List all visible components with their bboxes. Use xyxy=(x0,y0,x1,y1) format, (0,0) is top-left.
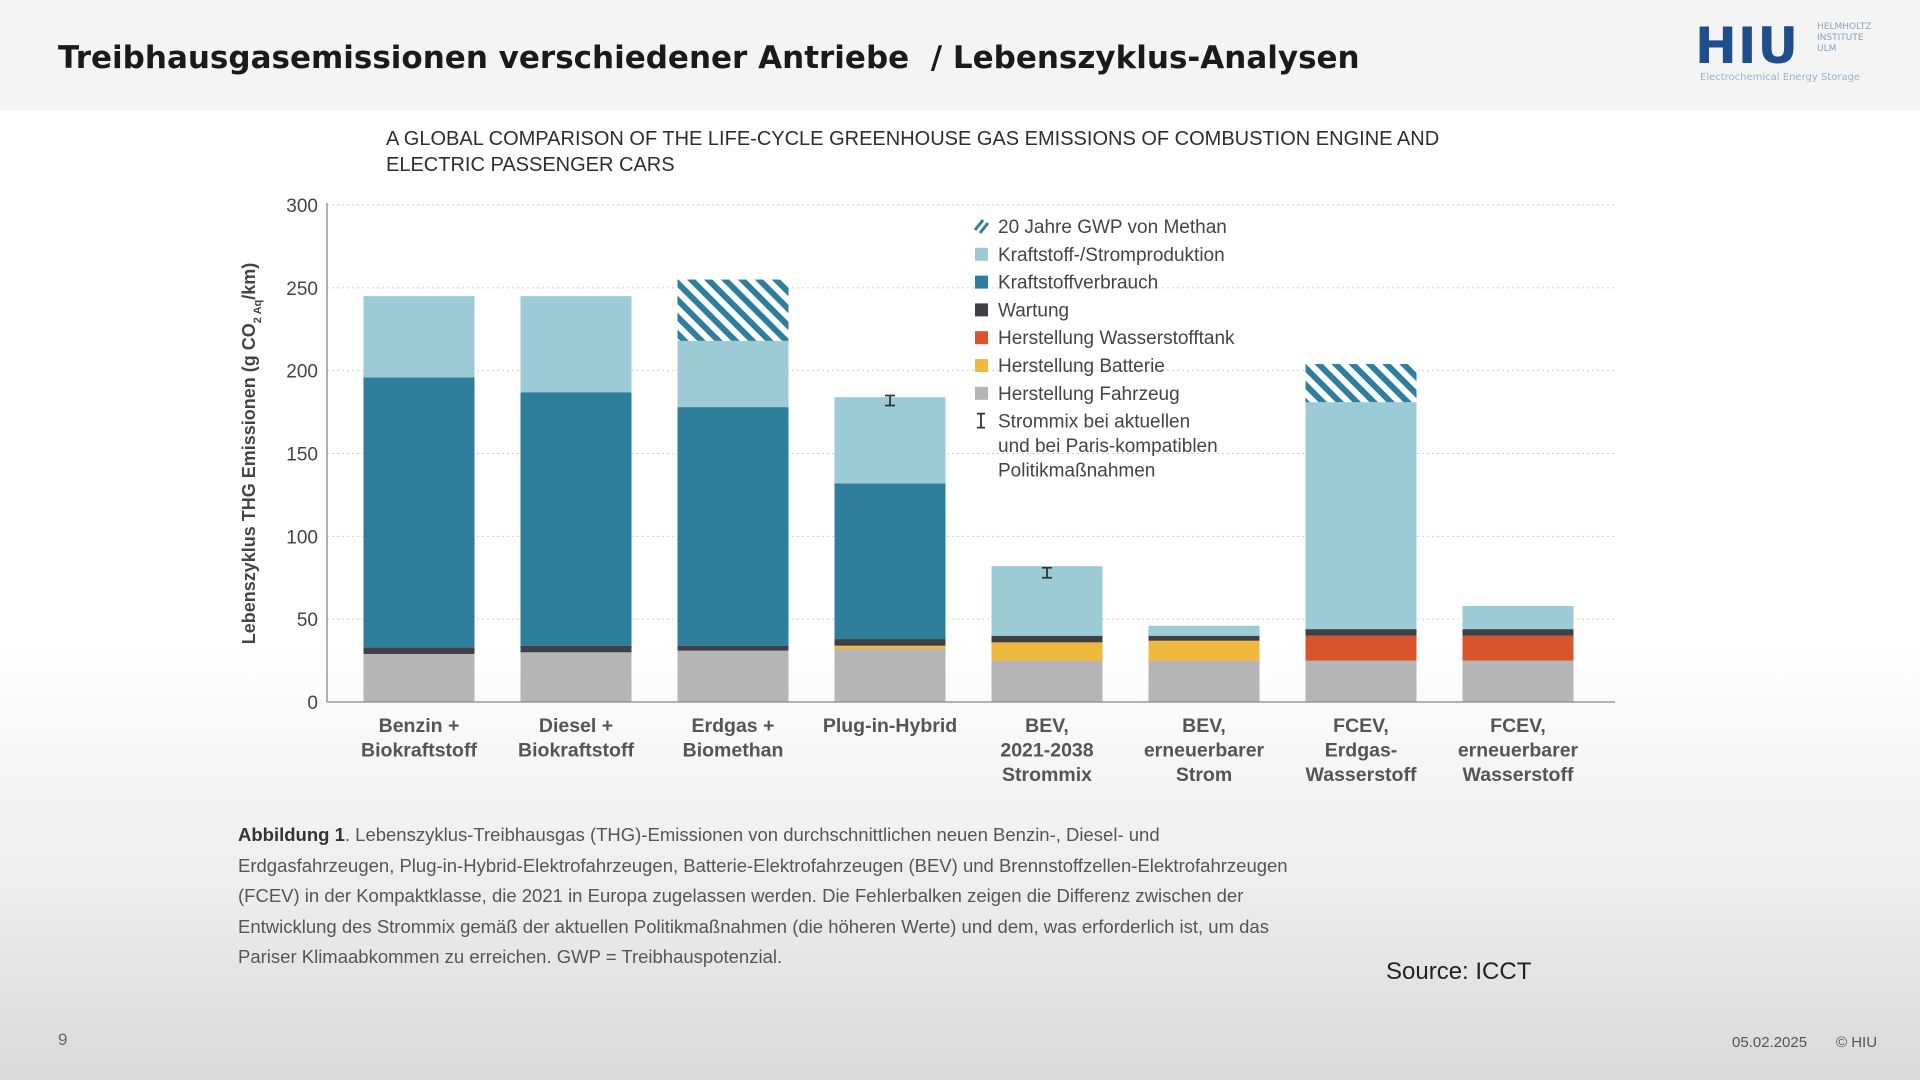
bar-segment xyxy=(1305,629,1417,636)
legend-swatch xyxy=(973,219,990,234)
x-tick-label: FCEV, erneuerbarer Wasserstoff xyxy=(1458,715,1579,786)
bar-segment xyxy=(834,639,946,646)
bars xyxy=(363,279,1574,702)
bar-segment xyxy=(834,645,946,649)
bar-segment xyxy=(363,377,475,648)
bar-segment xyxy=(1148,660,1260,702)
legend-swatch xyxy=(975,247,988,261)
bar-segment xyxy=(520,645,632,653)
bar-segment xyxy=(677,645,789,651)
legend-swatch xyxy=(975,359,988,372)
x-tick-label: Erdgas + Biomethan xyxy=(683,715,784,762)
footer-copyright: © HIU xyxy=(1836,1034,1878,1051)
y-tick-label: 0 xyxy=(307,693,318,714)
bar-segment xyxy=(1148,635,1260,641)
y-tick-label: 150 xyxy=(286,445,318,466)
bar-segment xyxy=(834,648,946,702)
logo-subtitle: Electrochemical Energy Storage xyxy=(1700,72,1861,83)
bar-segment xyxy=(677,407,789,646)
bar-segment xyxy=(1462,635,1574,661)
legend-label: Wartung xyxy=(998,300,1069,321)
legend-swatch xyxy=(977,412,985,429)
legend-label: Kraftstoff-/Stromproduktion xyxy=(998,245,1225,266)
y-axis-label: Lebenszyklus THG Emissionen (g CO2 Aq/km… xyxy=(239,263,264,645)
legend-label: Herstellung Wasserstofftank xyxy=(998,328,1235,349)
bar-segment xyxy=(991,635,1103,643)
bar-segment xyxy=(1462,605,1574,630)
x-tick-label: Plug-in-Hybrid xyxy=(823,715,957,737)
footer-date: 05.02.2025 xyxy=(1732,1034,1808,1051)
logo-side-line: ULM xyxy=(1817,44,1837,54)
caption-label: Abbildung 1 xyxy=(238,824,345,845)
bar-segment xyxy=(1305,660,1417,702)
caption-text: . Lebenszyklus-Treibhausgas (THG)-Emissi… xyxy=(238,824,1288,967)
logo-side-text: HELMHOLTZ INSTITUTE ULM xyxy=(1817,22,1877,55)
slide-header-bar xyxy=(0,0,1920,110)
slide-title: Treibhausgasemissionen verschiedener Ant… xyxy=(58,40,1360,76)
y-tick-label: 300 xyxy=(286,196,318,217)
gridlines xyxy=(327,204,1615,620)
y-tick-label: 100 xyxy=(286,527,318,548)
bar-segment xyxy=(1305,402,1417,630)
bar-segment xyxy=(520,392,632,646)
x-tick-label: BEV, erneuerbarer Strom xyxy=(1144,715,1265,786)
bar-segment xyxy=(1148,640,1260,661)
bar-segment xyxy=(991,660,1103,702)
error-bar xyxy=(885,394,895,407)
legend-swatch xyxy=(975,386,988,400)
bar-segment xyxy=(834,483,946,640)
x-tick-label: Diesel + Biokraftstoff xyxy=(518,715,634,762)
bar-segment xyxy=(363,296,475,378)
bar-segment xyxy=(677,650,789,702)
bar-segment xyxy=(677,340,789,408)
error-bar xyxy=(1042,566,1052,579)
bar-segment xyxy=(1462,660,1574,702)
bar-segment xyxy=(991,642,1103,661)
bar-segment xyxy=(520,652,632,702)
hiu-logo: HIU HELMHOLTZ INSTITUTE ULM Electrochemi… xyxy=(1695,18,1875,88)
legend-label: Herstellung Batterie xyxy=(998,356,1165,377)
figure-caption: Abbildung 1. Lebenszyklus-Treibhausgas (… xyxy=(238,820,1288,973)
emissions-stacked-bar-chart: 0 50 100 150 200 250 300 Lebenszyklus THG Emiss… xyxy=(239,196,1615,786)
x-tick-label: FCEV, Erdgas-Wasserstoff xyxy=(1306,715,1417,786)
legend-label: Herstellung Fahrzeug xyxy=(998,384,1180,405)
y-tick-label: 50 xyxy=(297,610,318,631)
bar-segment xyxy=(1305,364,1417,403)
bar-segment xyxy=(363,647,475,654)
legend-swatch xyxy=(975,275,988,289)
x-tick-label: BEV, 2021-2038 Strommix xyxy=(1000,715,1093,786)
logo-side-line: INSTITUTE xyxy=(1817,33,1864,43)
legend-label: Strommix bei aktuellen und bei Paris-komp… xyxy=(998,412,1218,482)
page-number: 9 xyxy=(58,1030,68,1049)
legend-label: Kraftstoffverbrauch xyxy=(998,273,1158,294)
bar-segment xyxy=(1148,625,1260,636)
source-note: Source: ICCT xyxy=(1386,958,1532,985)
bar-segment xyxy=(677,279,789,341)
y-tick-label: 200 xyxy=(286,362,318,383)
legend-swatch xyxy=(975,303,988,317)
x-tick-label: Benzin + Biokraftstoff xyxy=(361,715,477,762)
bar-segment xyxy=(1462,629,1574,636)
axes: 0 50 100 150 200 250 300 Lebenszyklus THG Emiss… xyxy=(239,196,1615,786)
y-tick-label: 250 xyxy=(286,279,318,300)
legend-label: 20 Jahre GWP von Methan xyxy=(998,217,1227,238)
logo-side-line: HELMHOLTZ xyxy=(1817,22,1872,32)
bar-segment xyxy=(1305,635,1417,661)
bar-segment xyxy=(520,296,632,393)
bar-segment xyxy=(363,653,475,702)
logo-mark: HIU xyxy=(1695,17,1800,75)
bar-segment xyxy=(834,397,946,484)
legend: 20 Jahre GWP von Methan Kraftstoff-/Strom… xyxy=(973,217,1235,482)
legend-swatch xyxy=(975,331,988,345)
chart-title: A GLOBAL COMPARISON OF THE LIFE-CYCLE GR… xyxy=(386,128,1440,176)
